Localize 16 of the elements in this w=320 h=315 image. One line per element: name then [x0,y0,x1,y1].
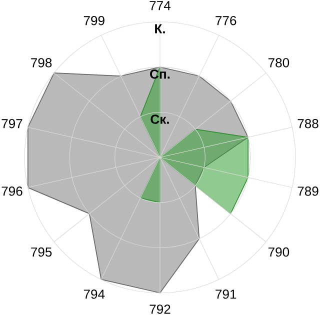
spoke-label: 791 [216,290,236,299]
spoke-label: 794 [84,290,105,299]
spoke-label: 789 [298,186,318,196]
spoke-label: 780 [268,58,290,68]
spoke-label: 795 [31,247,52,257]
spoke-label: 798 [31,58,52,68]
spoke-label: 790 [268,247,290,257]
spoke-label: 799 [84,16,104,26]
spoke-label: 776 [216,16,236,26]
spoke-label: 788 [298,119,318,128]
spoke-label: 796 [2,186,22,196]
spoke-label: 792 [150,304,170,314]
spoke-label: 774 [150,1,171,10]
spoke-label: 797 [2,119,22,128]
y-tick-label: Ск. [150,114,169,124]
y-tick-label: К. [155,24,165,34]
